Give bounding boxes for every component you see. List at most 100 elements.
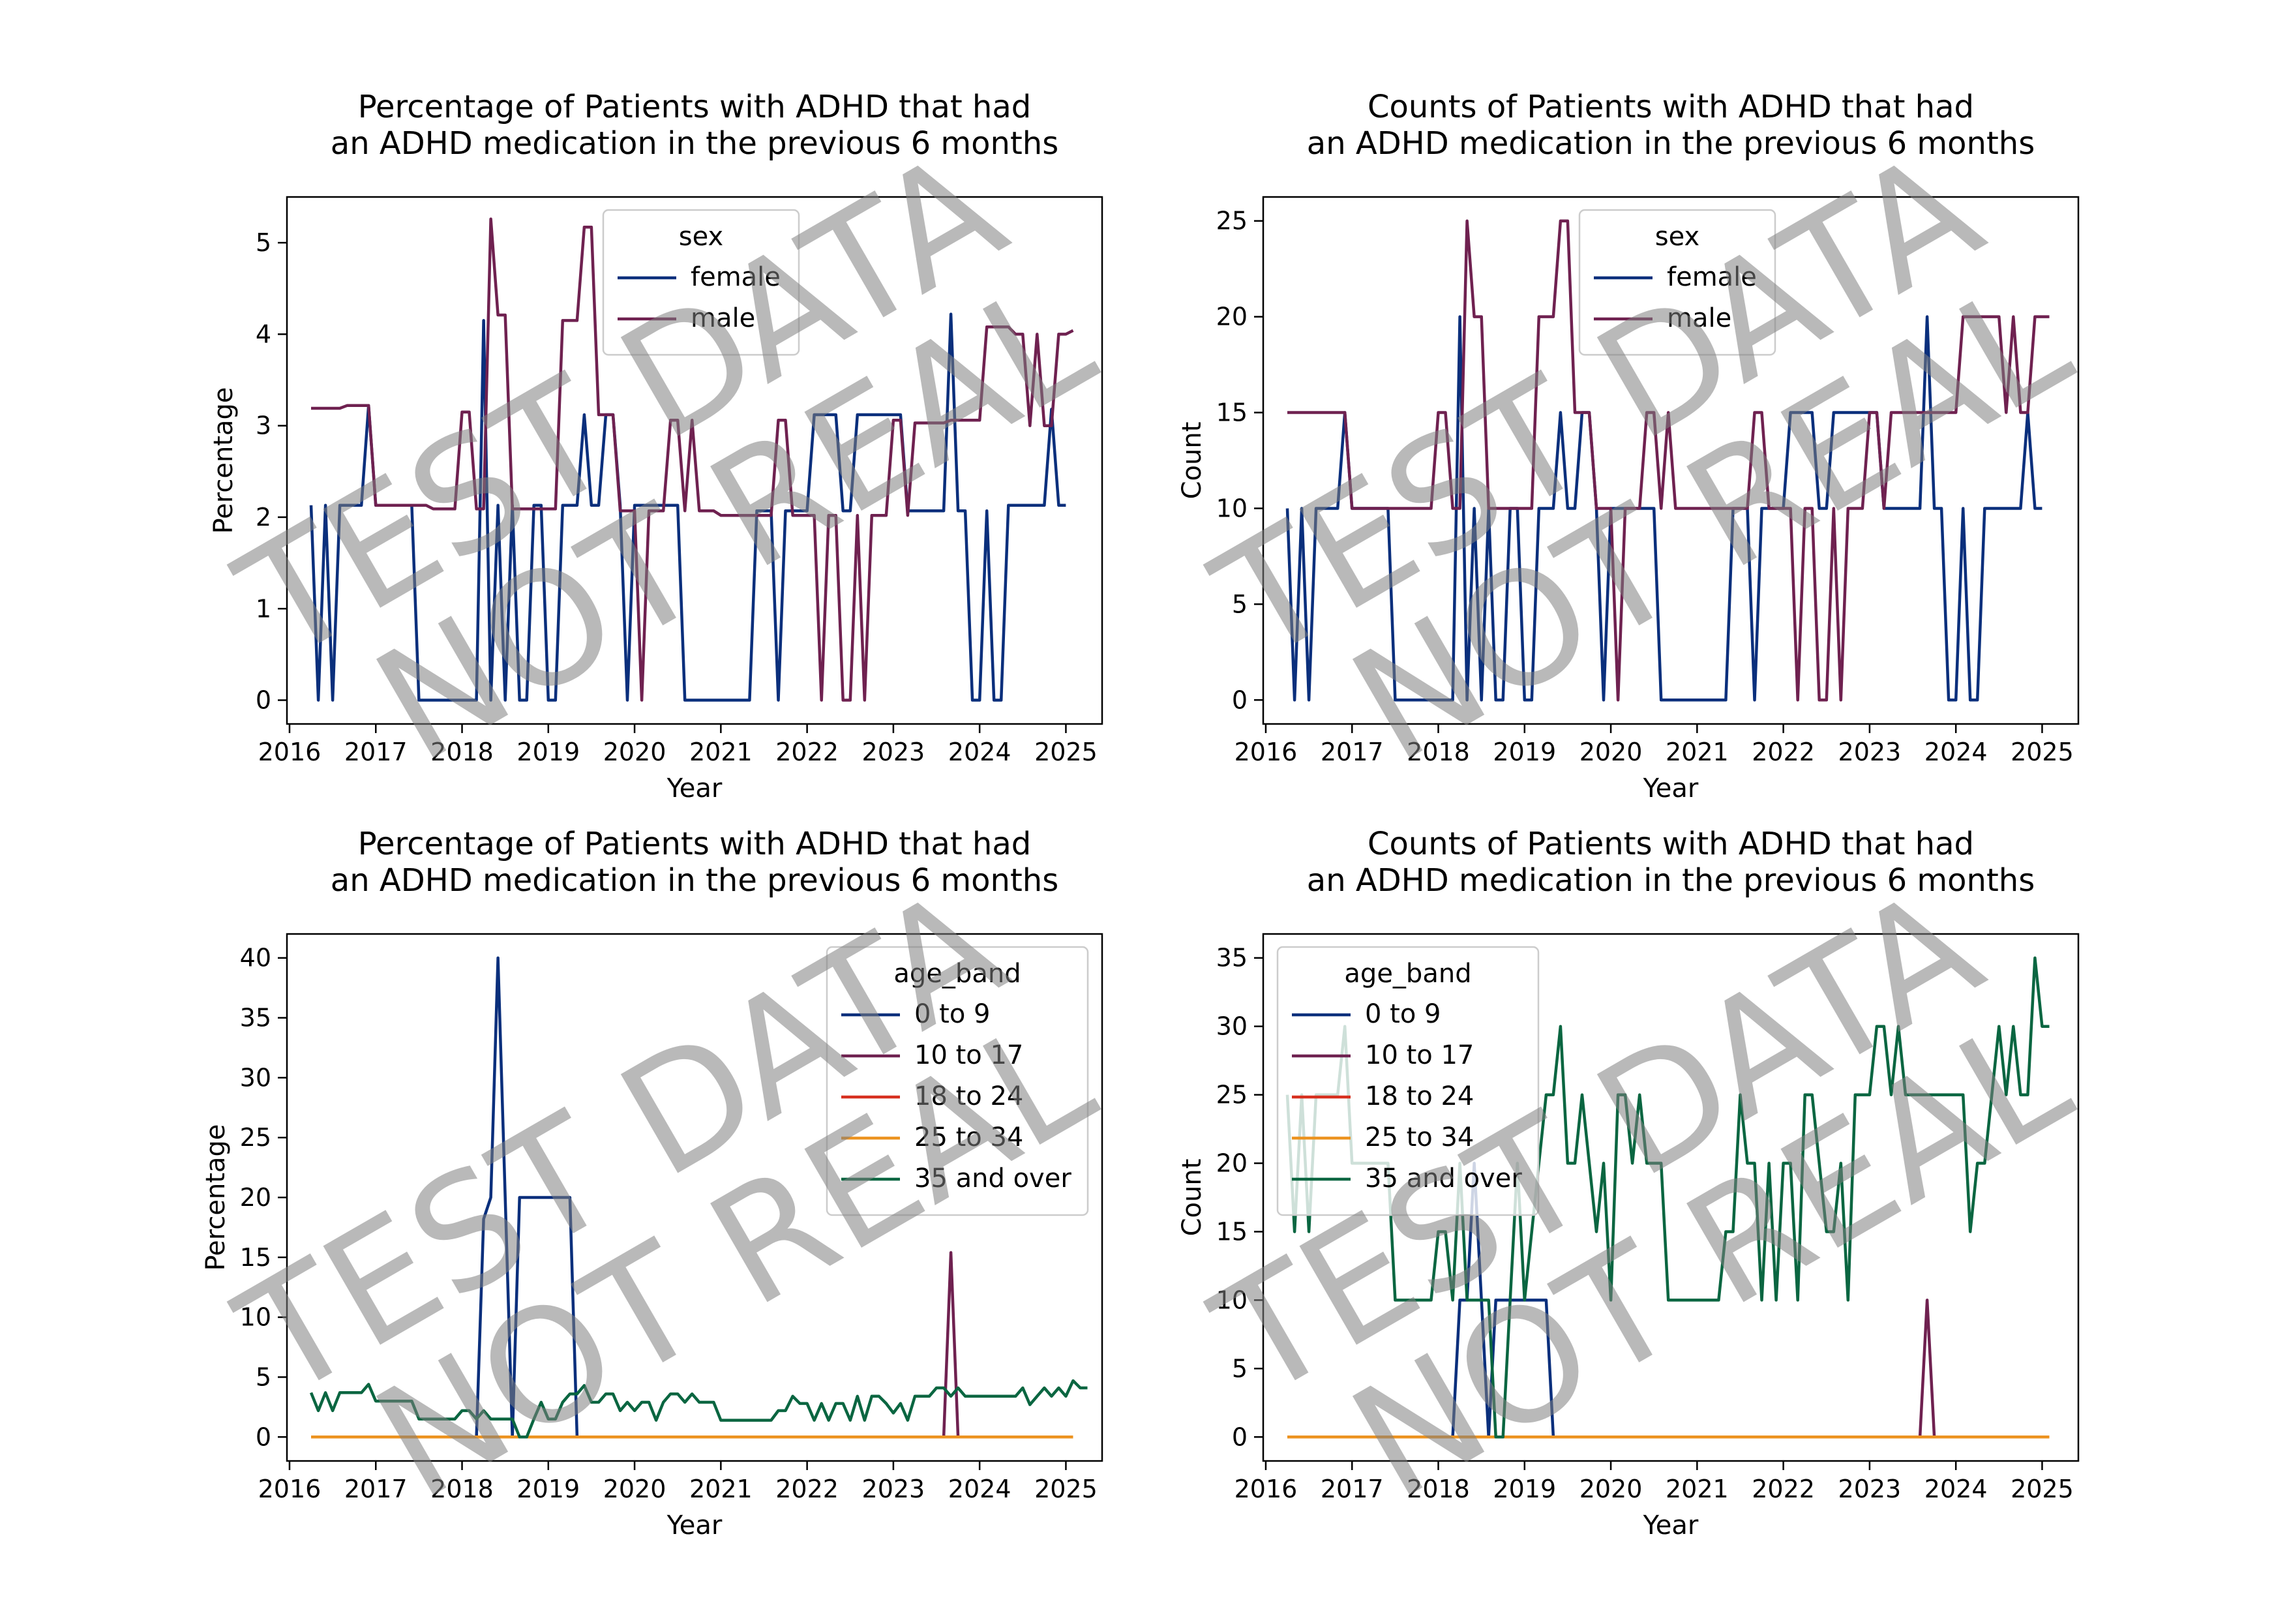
y-tick-label: 2: [256, 503, 271, 532]
chart-title-line: an ADHD medication in the previous 6 mon…: [1307, 862, 2035, 899]
legend-entry: 10 to 17: [1365, 1040, 1474, 1070]
y-tick-label: 5: [1232, 1354, 1248, 1383]
series-group: [1285, 956, 2050, 1439]
x-axis-label: Year: [666, 774, 723, 804]
legend-entry: 35 and over: [1365, 1164, 1522, 1194]
x-tick-label: 2021: [1666, 738, 1729, 766]
y-tick-label: 15: [240, 1243, 271, 1272]
series-group: [1285, 219, 2050, 702]
x-tick-label: 2019: [1493, 738, 1556, 766]
chart-title-line: Counts of Patients with ADHD that had: [1368, 826, 1974, 862]
series-line-female: [1285, 315, 2042, 702]
chart-sex-count: Counts of Patients with ADHD that hadan …: [1177, 89, 2097, 804]
y-tick-label: 20: [1216, 303, 1248, 331]
x-tick-label: 2021: [689, 738, 753, 766]
series-line-35-and-over: [1285, 956, 2050, 1439]
legend-entry: male: [691, 303, 755, 333]
x-tick-label: 2022: [1752, 1475, 1815, 1503]
x-tick-label: 2025: [1034, 738, 1098, 766]
x-tick-label: 2016: [1234, 738, 1298, 766]
legend-entry: 18 to 24: [1365, 1081, 1474, 1111]
y-axis-label: Percentage: [209, 387, 239, 534]
series-line-35-and-over: [309, 1379, 1088, 1439]
legend-entry: 25 to 34: [1365, 1122, 1474, 1152]
x-tick-label: 2023: [1838, 738, 1902, 766]
chart-title-line: Percentage of Patients with ADHD that ha…: [358, 89, 1031, 125]
y-tick-label: 10: [240, 1303, 271, 1332]
y-tick-label: 4: [256, 320, 271, 348]
legend-entry: 18 to 24: [914, 1081, 1023, 1111]
y-tick-label: 0: [256, 686, 271, 715]
y-tick-label: 5: [256, 1362, 271, 1391]
series-line-male: [1287, 219, 2050, 702]
x-tick-label: 2020: [603, 1475, 666, 1503]
y-tick-label: 20: [1216, 1149, 1248, 1178]
series-line-male: [311, 217, 1074, 702]
legend-entry: 0 to 9: [914, 999, 990, 1029]
y-tick-label: 30: [1216, 1012, 1248, 1041]
y-tick-label: 40: [240, 944, 271, 972]
x-tick-label: 2019: [516, 1475, 580, 1503]
x-tick-label: 2022: [775, 738, 839, 766]
y-axis-label: Percentage: [201, 1124, 231, 1271]
chart-title-line: an ADHD medication in the previous 6 mon…: [1307, 125, 2035, 162]
x-tick-label: 2024: [948, 738, 1011, 766]
x-tick-label: 2021: [1666, 1475, 1729, 1503]
x-tick-label: 2018: [430, 1475, 494, 1503]
x-tick-label: 2024: [1924, 738, 1988, 766]
y-tick-label: 1: [256, 594, 271, 623]
legend-title: sex: [1655, 222, 1699, 252]
legend-title: age_band: [893, 959, 1021, 989]
chart-title-line: an ADHD medication in the previous 6 mon…: [331, 862, 1058, 899]
y-tick-label: 25: [1216, 1081, 1248, 1109]
legend-title: sex: [679, 222, 723, 252]
x-tick-label: 2017: [1321, 738, 1384, 766]
x-axis-label: Year: [666, 1511, 723, 1541]
legend-entry: 10 to 17: [914, 1040, 1023, 1070]
x-tick-label: 2025: [2011, 1475, 2074, 1503]
x-axis-label: Year: [1643, 774, 1699, 804]
x-tick-label: 2018: [1407, 738, 1470, 766]
y-tick-label: 5: [1232, 590, 1248, 618]
chart-age-band-count: Counts of Patients with ADHD that hadan …: [1177, 826, 2097, 1541]
x-axis-label: Year: [1643, 1511, 1699, 1541]
chart-title-line: Percentage of Patients with ADHD that ha…: [358, 826, 1031, 862]
x-tick-label: 2023: [1838, 1475, 1902, 1503]
legend-entry: 35 and over: [914, 1164, 1071, 1194]
y-tick-label: 0: [256, 1422, 271, 1451]
x-tick-label: 2017: [1321, 1475, 1384, 1503]
series-group: [309, 956, 1088, 1439]
legend-entry: female: [1667, 262, 1757, 292]
y-tick-label: 5: [256, 228, 271, 257]
legend: sex female male: [1578, 209, 1776, 356]
x-tick-label: 2025: [2011, 738, 2074, 766]
y-tick-label: 3: [256, 412, 271, 440]
legend-entry: 0 to 9: [1365, 999, 1441, 1029]
y-tick-label: 35: [1216, 944, 1248, 972]
x-tick-label: 2020: [1579, 1475, 1643, 1503]
y-tick-label: 25: [1216, 207, 1248, 235]
x-tick-label: 2021: [689, 1475, 753, 1503]
x-tick-label: 2020: [603, 738, 666, 766]
x-tick-label: 2025: [1034, 1475, 1098, 1503]
y-tick-label: 0: [1232, 1422, 1248, 1451]
y-tick-label: 35: [240, 1004, 271, 1032]
y-tick-label: 25: [240, 1123, 271, 1152]
y-tick-label: 10: [1216, 1286, 1248, 1314]
x-tick-label: 2016: [258, 738, 322, 766]
series-line-female: [309, 312, 1066, 702]
x-tick-label: 2022: [775, 1475, 839, 1503]
y-tick-label: 10: [1216, 494, 1248, 522]
y-tick-label: 20: [240, 1183, 271, 1212]
chart-title-line: an ADHD medication in the previous 6 mon…: [331, 125, 1058, 162]
legend: age_band 0 to 9 10 to 17 18 to 24 25 to 34 35…: [1276, 946, 1540, 1216]
x-tick-label: 2017: [344, 1475, 408, 1503]
x-tick-label: 2024: [948, 1475, 1011, 1503]
y-tick-label: 15: [1216, 1217, 1248, 1246]
x-tick-label: 2016: [1234, 1475, 1298, 1503]
x-tick-label: 2023: [862, 738, 925, 766]
legend-entry: male: [1667, 303, 1731, 333]
x-tick-label: 2018: [1407, 1475, 1470, 1503]
y-axis-label: Count: [1177, 422, 1207, 500]
